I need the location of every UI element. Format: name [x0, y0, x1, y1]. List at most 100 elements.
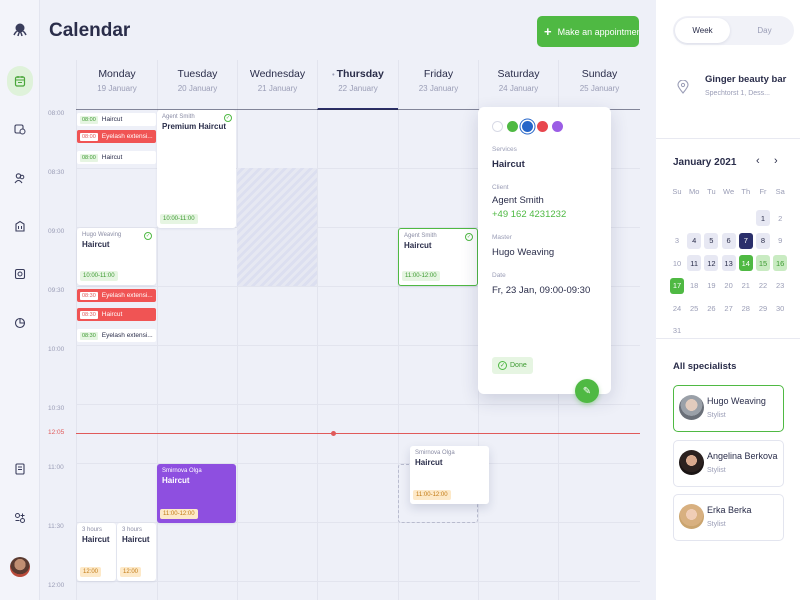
appointment-pill[interactable]: 08:30 Haircut: [77, 308, 156, 321]
calendar-day[interactable]: 4: [687, 232, 702, 249]
pie-chart-icon[interactable]: [8, 311, 32, 335]
users-icon[interactable]: [8, 166, 32, 190]
calendar-day[interactable]: 15: [756, 255, 770, 271]
calendar-day[interactable]: 25: [690, 303, 699, 313]
day-header-saturday[interactable]: Saturday 24 January: [478, 60, 558, 110]
calendar-day[interactable]: 31: [672, 326, 682, 335]
color-swatch-blue[interactable]: [522, 121, 533, 132]
appointment-card[interactable]: 3 hours Haircut 12:00: [117, 523, 156, 581]
time-label: 10:30: [48, 405, 65, 412]
calendar-day[interactable]: 9: [778, 236, 783, 245]
status-badge[interactable]: ✓ Done: [492, 357, 533, 374]
dragged-appointment-card[interactable]: Smirnova Olga Haircut 11:00-12:00: [410, 446, 489, 504]
day-header-monday[interactable]: Monday 19 January: [76, 60, 157, 110]
specialist-card[interactable]: Erka Berka Stylist: [673, 494, 784, 541]
current-time-line: [76, 433, 640, 434]
calendar-day[interactable]: 6: [721, 232, 736, 249]
settings-icon[interactable]: [8, 506, 32, 530]
calendar-day[interactable]: 17: [670, 277, 684, 294]
day-header-sunday[interactable]: Sunday 25 January: [558, 60, 640, 110]
calendar-day[interactable]: 19: [707, 281, 716, 290]
calendar-icon[interactable]: [7, 66, 33, 96]
salon-selector[interactable]: Ginger beauty bar Spechtorst 1, Dess...: [673, 65, 800, 117]
calendar-day[interactable]: 14: [738, 255, 753, 271]
specialist-card[interactable]: Hugo Weaving Stylist: [673, 385, 784, 432]
appointment-details-popup: Services Haircut Client Agent Smith +49 …: [478, 107, 611, 403]
time-label: 12:00: [48, 582, 65, 589]
edit-button[interactable]: ✎: [575, 379, 599, 403]
time-label: 11:30: [48, 523, 64, 530]
date-value: Fr, 23 Jan, 09:00-09:30: [492, 285, 591, 296]
next-month-icon[interactable]: ›: [774, 155, 778, 167]
appointment-card[interactable]: 3 hours Haircut 12:00: [77, 523, 116, 581]
prev-month-icon[interactable]: ‹: [756, 155, 760, 167]
calendar-day[interactable]: 29: [758, 303, 768, 313]
view-day-button[interactable]: Day: [757, 26, 772, 35]
day-header-friday[interactable]: Friday 23 January: [398, 60, 478, 110]
calendar-day[interactable]: 27: [724, 303, 733, 313]
specialist-card[interactable]: Angelina Berkova Stylist: [673, 440, 784, 487]
color-swatch-red[interactable]: [537, 121, 548, 132]
calendar-day[interactable]: 5: [704, 232, 719, 249]
calendar-day[interactable]: 18: [690, 281, 699, 290]
salon-name: Ginger beauty bar: [705, 74, 787, 85]
time-label: 11:00: [48, 464, 64, 471]
appointment-card[interactable]: Hugo Weaving Haircut ✓ 10:00-11:00: [77, 228, 156, 285]
calendar-day[interactable]: 20: [724, 281, 733, 290]
appointment-pill[interactable]: 08:00 Eyelash extensi...: [77, 130, 156, 143]
appointment-pill[interactable]: 08:00 Haircut: [77, 113, 156, 126]
calendar-day[interactable]: 12: [704, 255, 719, 271]
time-label: 09:00: [48, 228, 65, 235]
calendar-day[interactable]: 11: [687, 255, 702, 271]
calendar-day[interactable]: 28: [741, 303, 750, 313]
calendar-day[interactable]: 8: [756, 232, 770, 249]
client-label: Client: [492, 184, 509, 191]
check-icon: ✓: [465, 233, 473, 241]
calendar-day[interactable]: 26: [707, 303, 716, 313]
appointment-pill[interactable]: 08:30 Eyelash extensi...: [77, 289, 156, 302]
camera-icon[interactable]: [8, 262, 32, 286]
color-swatch-white[interactable]: [492, 121, 503, 132]
color-swatch-purple[interactable]: [552, 121, 563, 132]
weekday-label: Th: [741, 187, 751, 196]
building-icon[interactable]: [8, 214, 32, 238]
calendar-day[interactable]: 1: [756, 210, 770, 226]
logo-octopus-icon[interactable]: [8, 18, 32, 42]
user-avatar[interactable]: [10, 557, 30, 577]
weekday-label: We: [723, 187, 735, 196]
weekday-label: Sa: [775, 187, 785, 196]
calendar-day[interactable]: 22: [758, 281, 768, 290]
page-title: Calendar: [49, 20, 131, 41]
current-time-dot: [331, 431, 336, 436]
reports-icon[interactable]: [8, 457, 32, 481]
calendar-day[interactable]: 21: [741, 281, 750, 290]
calendar-day[interactable]: 10: [672, 258, 682, 268]
mini-calendar-month: January 2021: [673, 157, 737, 168]
left-rail: [0, 0, 40, 600]
appointment-pill[interactable]: 08:30 Eyelash extensi...: [77, 329, 156, 342]
calendar-day[interactable]: 30: [776, 303, 785, 313]
calendar-day[interactable]: 13: [721, 255, 736, 271]
make-appointment-button[interactable]: + Make an appointment: [537, 16, 639, 47]
calendar-day[interactable]: 24: [672, 303, 682, 313]
view-week-button[interactable]: Week: [675, 18, 730, 43]
calendar-day[interactable]: 16: [773, 255, 788, 271]
color-swatch-green[interactable]: [507, 121, 518, 132]
calendar-day[interactable]: 2: [778, 213, 783, 223]
calendar-day[interactable]: 23: [776, 281, 785, 290]
calendar-clock-icon[interactable]: [8, 117, 32, 141]
day-header-thursday[interactable]: • Thursday 22 January: [317, 60, 398, 110]
week-grid: Monday 19 January Tuesday 20 January Wedne…: [40, 60, 640, 600]
appointment-card[interactable]: Smirnova Olga Haircut 11:00-12:00: [157, 464, 236, 523]
appointment-card-selected[interactable]: Agent Smith Haircut ✓ 11:00-12:00: [398, 228, 478, 286]
unavailable-slot: [237, 168, 317, 286]
day-header-wednesday[interactable]: Wednesday 21 January: [237, 60, 317, 110]
calendar-day[interactable]: 7: [738, 232, 753, 249]
salon-address: Spechtorst 1, Dess...: [705, 90, 770, 97]
appointment-card[interactable]: Agent Smith Premium Haircut ✓ 10:00-11:0…: [157, 110, 236, 228]
appointment-pill[interactable]: 08:00 Haircut: [77, 151, 156, 164]
day-header-tuesday[interactable]: Tuesday 20 January: [157, 60, 237, 110]
avatar: [679, 450, 704, 475]
calendar-day[interactable]: 3: [674, 236, 680, 245]
client-phone[interactable]: +49 162 4231232: [492, 209, 567, 220]
